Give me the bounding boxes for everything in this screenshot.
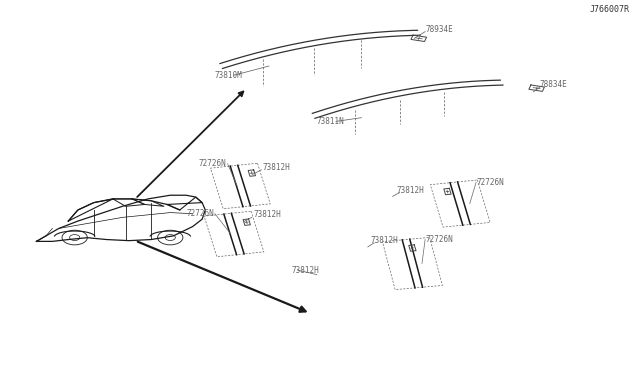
Text: 72726N: 72726N [199,159,227,169]
Text: 73812H: 73812H [371,236,399,245]
Text: 73811N: 73811N [317,117,344,126]
Text: J766007R: J766007R [589,5,629,14]
Text: 73812H: 73812H [396,186,424,195]
Text: 78834E: 78834E [540,80,568,89]
Text: 73812H: 73812H [262,163,291,172]
Text: 73812H: 73812H [253,210,281,219]
Text: 78934E: 78934E [425,25,453,33]
Text: 72726N: 72726N [186,209,214,218]
Text: 72726N: 72726N [425,235,453,244]
Text: 73810M: 73810M [215,71,243,80]
Text: 72726N: 72726N [476,178,504,187]
Text: 73812H: 73812H [291,266,319,275]
